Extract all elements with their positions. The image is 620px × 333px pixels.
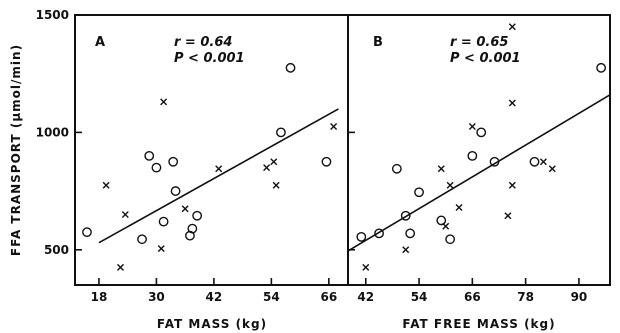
- panel-b-frame: [347, 14, 611, 286]
- panel-a-cross-point: [263, 164, 271, 172]
- panel-b-xtick-label: 78: [517, 290, 534, 304]
- panel-a-xtick-label: 18: [91, 290, 108, 304]
- y-tick-label: 1000: [36, 125, 69, 139]
- panel-b-points: [356, 23, 607, 271]
- panel-a-circle-point: [137, 234, 147, 245]
- panel-b-cross-point: [508, 99, 516, 107]
- panel-a-cross-point: [157, 245, 165, 253]
- panel-b-cross-point: [468, 123, 476, 131]
- panel-a-circle-point: [192, 210, 203, 221]
- y-axis-label: FFA TRANSPORT (μmol/min): [9, 44, 23, 256]
- panel-a-circle-point: [276, 127, 286, 138]
- panel-b-xtick-label: 66: [464, 290, 481, 304]
- panel-b-regression-line: [347, 94, 611, 252]
- panel-b: 42 54 66 78 90 B r = 0.65 P < 0.001 FAT FREE…: [347, 14, 611, 331]
- panel-b-circle-point: [467, 150, 478, 161]
- panel-a-xtick-label: 42: [206, 290, 223, 304]
- panel-a-circle-point: [144, 150, 155, 161]
- y-tick-label: 1500: [36, 8, 69, 22]
- panel-a-p: P < 0.001: [174, 51, 245, 66]
- panel-b-circle-point: [445, 234, 456, 245]
- panel-b-circle-point: [405, 228, 416, 239]
- panel-b-p: P < 0.001: [450, 51, 521, 66]
- panel-a-xlabel: FAT MASS (kg): [157, 317, 267, 331]
- panel-a-circle-point: [321, 156, 332, 167]
- panel-a-xtick-label: 30: [148, 290, 165, 304]
- panel-a-circle-point: [285, 62, 296, 73]
- panel-a-circle-point: [168, 156, 179, 167]
- panel-b-circle-point: [414, 187, 424, 198]
- panel-a-regression: [98, 108, 339, 244]
- panel-b-cross-point: [508, 23, 516, 31]
- panel-a: 18 30 42 54 66 A r = 0.64 P < 0.001 FAT MASS…: [74, 14, 349, 331]
- panel-a-cross-point: [121, 211, 129, 219]
- panel-b-ticks: 42 54 66 78 90: [357, 278, 587, 304]
- panel-b-xtick-label: 90: [571, 290, 588, 304]
- panel-a-letter: A: [95, 35, 105, 50]
- panel-a-regression-line: [98, 108, 339, 244]
- panel-b-circle-point: [400, 210, 411, 221]
- panel-a-xtick-label: 66: [320, 290, 337, 304]
- panel-b-letter: B: [373, 35, 383, 50]
- panel-a-circle-point: [82, 227, 92, 238]
- panel-b-circle-point: [374, 228, 384, 239]
- panel-a-cross-point: [160, 98, 168, 106]
- panel-b-circle-point: [436, 215, 447, 226]
- panel-b-xlabel: FAT FREE MASS (kg): [402, 317, 555, 331]
- panel-b-cross-point: [437, 165, 445, 173]
- panel-b-r: r = 0.65: [450, 35, 508, 50]
- panel-b-circle-point: [476, 127, 487, 138]
- panel-a-ticks: 18 30 42 54 66: [91, 278, 337, 304]
- panel-b-cross-point: [442, 222, 450, 230]
- panel-a-cross-point: [270, 158, 278, 166]
- panel-a-cross-point: [102, 181, 110, 189]
- panel-a-r: r = 0.64: [174, 35, 232, 50]
- panel-b-circle-point: [391, 163, 402, 174]
- panel-b-cross-point: [548, 165, 556, 173]
- y-axis-ticks: 500 1000 1500: [36, 8, 355, 257]
- panel-b-xtick-label: 42: [357, 290, 374, 304]
- panel-b-xtick-label: 54: [411, 290, 428, 304]
- panel-a-circle-point: [170, 186, 181, 196]
- panel-a-circle-point: [151, 162, 162, 173]
- panel-b-regression: [347, 94, 611, 252]
- panel-a-cross-point: [181, 205, 189, 213]
- panel-b-circle-point: [356, 231, 367, 242]
- panel-a-points: [82, 62, 338, 271]
- panel-a-circle-point: [158, 216, 169, 227]
- panel-b-cross-point: [362, 263, 370, 271]
- panel-a-xtick-label: 54: [263, 290, 280, 304]
- y-tick-label: 500: [44, 243, 69, 257]
- panel-b-cross-point: [508, 181, 516, 189]
- panel-b-circle-point: [529, 156, 540, 167]
- panel-b-cross-point: [402, 246, 410, 254]
- panel-b-cross-point: [446, 181, 454, 189]
- panel-a-cross-point: [117, 263, 124, 271]
- panel-a-cross-point: [330, 123, 338, 131]
- panel-a-cross-point: [272, 181, 280, 189]
- panel-b-cross-point: [455, 204, 463, 212]
- panel-b-cross-point: [504, 212, 512, 220]
- panel-b-circle-point: [489, 156, 500, 167]
- panel-a-cross-point: [215, 165, 223, 173]
- panel-b-cross-point: [539, 158, 547, 166]
- panel-a-circle-point: [187, 223, 198, 234]
- panel-b-circle-point: [596, 62, 607, 73]
